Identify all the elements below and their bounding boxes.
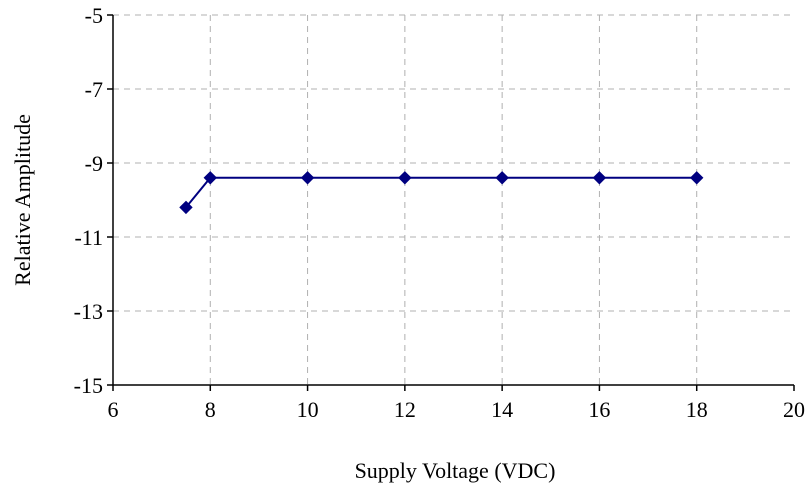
data-point-marker	[495, 171, 509, 185]
y-tick-label: -7	[85, 77, 103, 102]
x-tick-label: 20	[783, 397, 805, 422]
y-axis-title: Relative Amplitude	[10, 114, 35, 286]
y-tick-label: -11	[74, 225, 103, 250]
y-tick-label: -15	[74, 373, 103, 398]
y-tick-label: -13	[74, 299, 103, 324]
x-axis-title: Supply Voltage (VDC)	[355, 458, 556, 483]
data-point-marker	[179, 200, 193, 215]
series-group	[179, 171, 704, 215]
x-tick-label: 18	[686, 397, 708, 422]
y-tick-label: -9	[85, 151, 103, 176]
y-tick-label: -5	[85, 3, 103, 28]
x-tick-label: 10	[297, 397, 319, 422]
data-point-marker	[398, 171, 412, 185]
x-tick-label: 16	[588, 397, 610, 422]
data-point-marker	[592, 171, 607, 185]
x-tick-label: 14	[491, 397, 513, 422]
tick-labels: 6 8 10 12 14 16 18 20 -5 -7 -9 -11 -13 -15	[74, 3, 805, 422]
data-point-marker	[690, 171, 704, 185]
data-point-marker	[203, 171, 217, 185]
axes	[107, 14, 795, 391]
grid-lines	[113, 14, 794, 385]
x-tick-label: 8	[205, 397, 216, 422]
x-tick-label: 6	[108, 397, 119, 422]
x-tick-label: 12	[394, 397, 416, 422]
series-line	[185, 176, 697, 209]
data-point-marker	[300, 171, 315, 185]
